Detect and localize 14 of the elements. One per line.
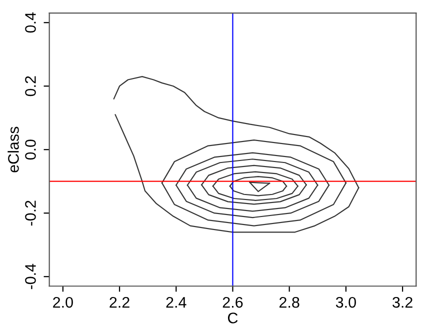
x-tick-label: 3.0 [336, 296, 356, 308]
x-tick-label: 2.0 [53, 296, 73, 308]
y-tick-label: 0.4 [25, 12, 36, 33]
y-tick-label: -0.2 [25, 200, 36, 226]
x-tick-label: 2.6 [222, 296, 243, 308]
x-axis-title: C [228, 312, 238, 324]
x-tick-label: 2.2 [110, 296, 130, 308]
x-tick-label: 3.2 [392, 296, 412, 308]
y-tick-label: -0.4 [25, 264, 36, 290]
x-tick-label: 2.8 [279, 296, 300, 308]
y-axis-title: eClass [8, 126, 19, 172]
x-tick-label: 2.4 [166, 296, 186, 308]
y-tick-label: 0.2 [25, 76, 36, 96]
y-tick-label: 0.0 [25, 140, 36, 160]
